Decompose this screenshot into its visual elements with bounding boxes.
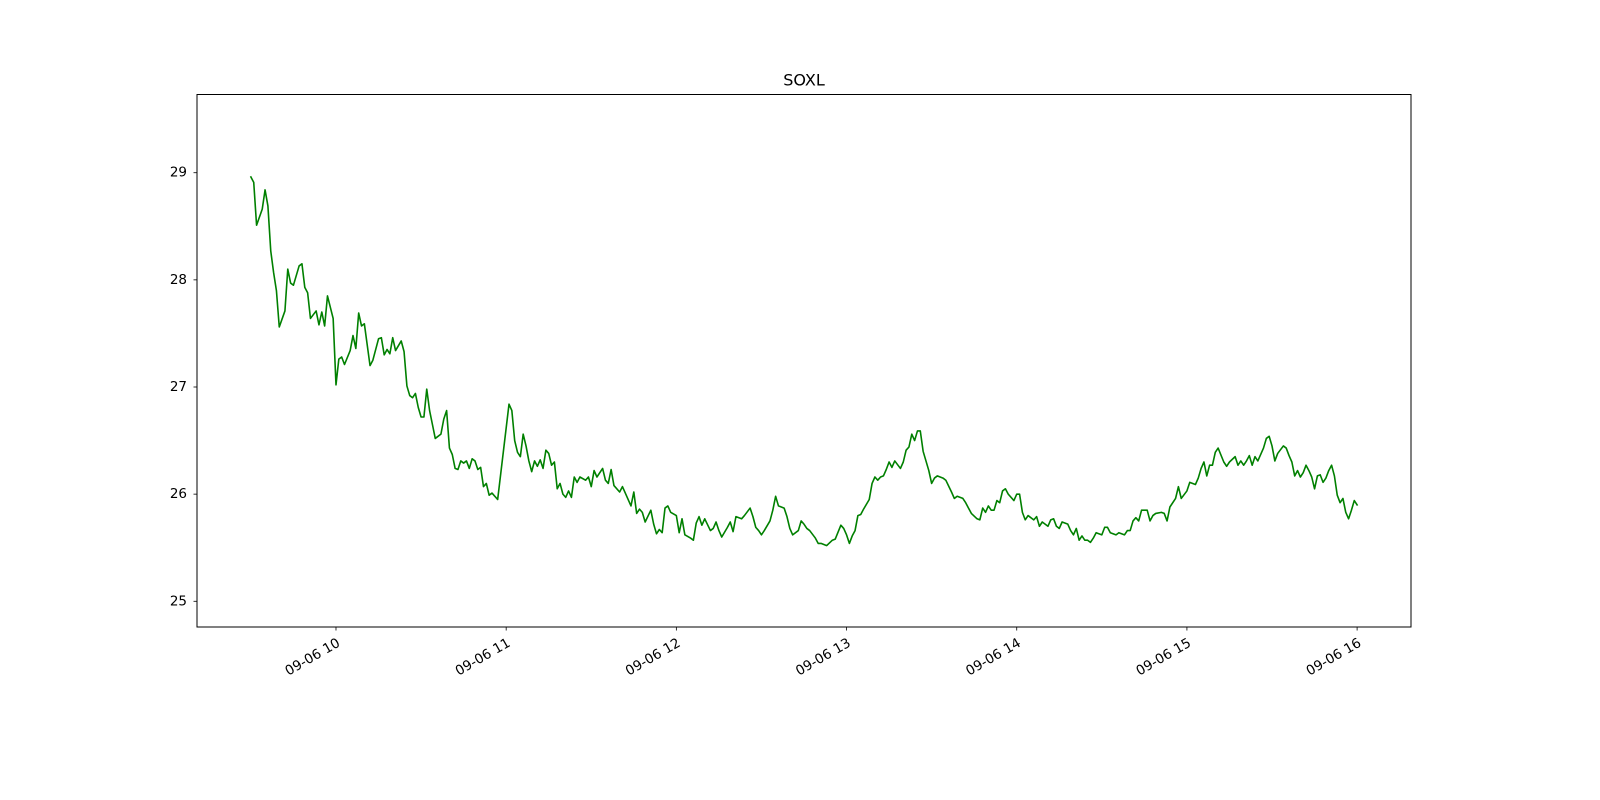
- chart-title: SOXL: [783, 71, 825, 90]
- y-tick-label: 26: [170, 486, 187, 502]
- axes-frame: [196, 94, 1412, 628]
- y-tick-label: 25: [170, 593, 187, 609]
- price-line: [249, 175, 1359, 547]
- y-tick-label: 29: [170, 165, 187, 181]
- y-tick-label: 27: [170, 379, 187, 395]
- y-tick-label: 28: [170, 272, 187, 288]
